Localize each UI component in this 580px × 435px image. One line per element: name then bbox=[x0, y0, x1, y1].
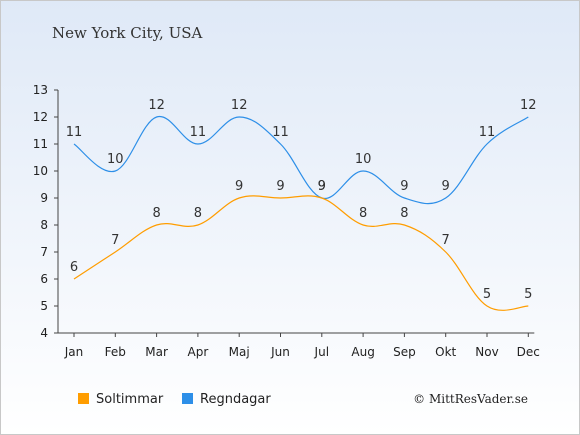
x-tick-label: Dec bbox=[517, 345, 540, 359]
x-tick-label: Aug bbox=[351, 345, 374, 359]
series-lines bbox=[73, 116, 529, 311]
data-label-regndagar: 11 bbox=[479, 125, 496, 140]
data-label-regndagar: 10 bbox=[355, 152, 372, 167]
legend-label-regndagar: Regndagar bbox=[200, 392, 271, 407]
y-tick-label: 13 bbox=[33, 83, 48, 97]
x-tick-label: Maj bbox=[229, 345, 250, 359]
series-line-regndagar bbox=[73, 116, 529, 205]
data-label-soltimmar: 8 bbox=[152, 206, 160, 221]
data-label-regndagar: 9 bbox=[318, 179, 326, 194]
data-label-regndagar: 11 bbox=[66, 125, 83, 140]
data-label-soltimmar: 9 bbox=[235, 179, 243, 194]
x-tick-label: Okt bbox=[435, 345, 456, 359]
chart-title: New York City, USA bbox=[52, 24, 203, 42]
x-tick-label: Nov bbox=[475, 345, 498, 359]
y-tick-label: 5 bbox=[40, 299, 48, 313]
legend-swatch-regndagar bbox=[182, 393, 193, 404]
y-tick-label: 11 bbox=[33, 137, 48, 151]
x-tick-label: Feb bbox=[105, 345, 126, 359]
data-label-soltimmar: 8 bbox=[359, 206, 367, 221]
y-tick-label: 12 bbox=[33, 110, 48, 124]
data-label-regndagar: 11 bbox=[272, 125, 289, 140]
data-label-regndagar: 12 bbox=[148, 98, 165, 113]
x-tick-label: Sep bbox=[393, 345, 416, 359]
data-label-regndagar: 9 bbox=[442, 179, 450, 194]
data-label-soltimmar: 8 bbox=[400, 206, 408, 221]
axes: 4 5 6 7 8 9 10 11 12 13 Jan Feb Mar Apr Maj Jun Jul Aug Se… bbox=[33, 83, 540, 359]
data-label-soltimmar: 9 bbox=[276, 179, 284, 194]
y-tick-label: 7 bbox=[40, 245, 48, 259]
x-tick-label: Jan bbox=[64, 345, 84, 359]
data-label-regndagar: 9 bbox=[400, 179, 408, 194]
data-label-regndagar: 12 bbox=[520, 98, 537, 113]
data-label-soltimmar: 9 bbox=[318, 179, 326, 194]
x-tick-label: Mar bbox=[145, 345, 168, 359]
data-label-soltimmar: 6 bbox=[70, 260, 78, 275]
legend-label-soltimmar: Soltimmar bbox=[96, 392, 164, 407]
legend: Soltimmar Regndagar bbox=[78, 392, 271, 407]
x-tick-label: Apr bbox=[188, 345, 209, 359]
y-tick-label: 10 bbox=[33, 164, 48, 178]
credit-text: © MittResVader.se bbox=[413, 392, 528, 406]
data-label-soltimmar: 5 bbox=[524, 287, 532, 302]
y-tick-label: 9 bbox=[40, 191, 48, 205]
y-tick-label: 6 bbox=[40, 272, 48, 286]
data-label-regndagar: 11 bbox=[190, 125, 207, 140]
x-tick-label: Jul bbox=[314, 345, 329, 359]
data-label-soltimmar: 7 bbox=[111, 233, 119, 248]
y-tick-label: 4 bbox=[40, 326, 48, 340]
data-label-soltimmar: 8 bbox=[194, 206, 202, 221]
data-label-soltimmar: 5 bbox=[483, 287, 491, 302]
y-tick-label: 8 bbox=[40, 218, 48, 232]
series-line-soltimmar bbox=[73, 195, 529, 311]
x-tick-label: Jun bbox=[270, 345, 290, 359]
data-label-regndagar: 10 bbox=[107, 152, 124, 167]
data-label-regndagar: 12 bbox=[231, 98, 248, 113]
data-label-soltimmar: 7 bbox=[442, 233, 450, 248]
legend-swatch-soltimmar bbox=[78, 393, 89, 404]
